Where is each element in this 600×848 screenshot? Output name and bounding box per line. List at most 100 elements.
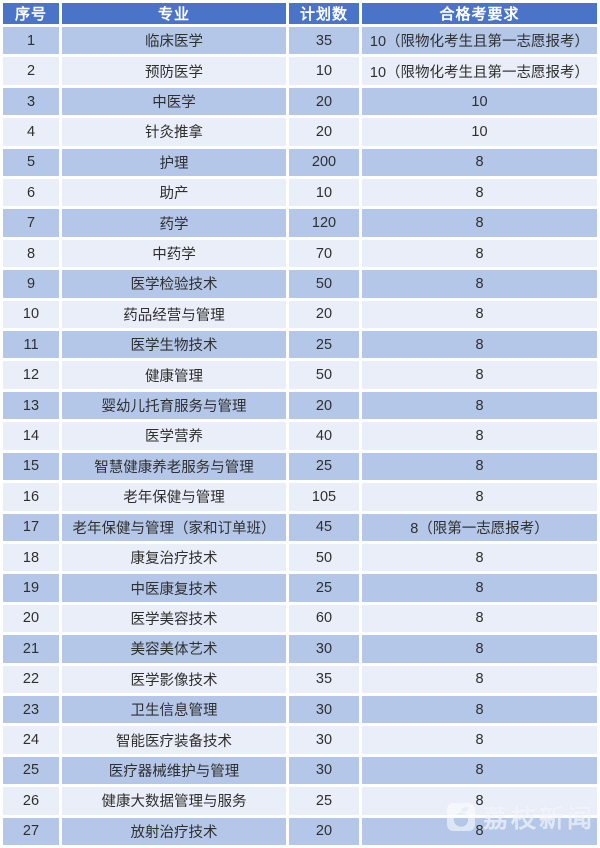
cell-requirement: 8 — [362, 270, 597, 298]
cell-requirement: 8 — [362, 695, 597, 724]
table-row: 10 药品经营与管理 20 8 — [3, 300, 597, 329]
cell-major: 老年保健与管理（家和订单班） — [62, 513, 286, 541]
cell-index: 14 — [3, 422, 59, 450]
cell-index: 4 — [3, 118, 59, 146]
cell-major: 医学检验技术 — [62, 270, 286, 298]
cell-requirement: 8 — [362, 604, 597, 633]
cell-requirement: 8 — [362, 787, 597, 815]
cell-index: 20 — [3, 604, 59, 633]
cell-major: 健康大数据管理与服务 — [62, 787, 286, 815]
cell-major: 中药学 — [62, 239, 286, 268]
table-row: 13 婴幼儿托育服务与管理 20 8 — [3, 391, 597, 420]
cell-plan-count: 35 — [289, 665, 359, 693]
cell-major: 药学 — [62, 209, 286, 237]
cell-plan-count: 35 — [289, 27, 359, 55]
cell-major: 卫生信息管理 — [62, 695, 286, 724]
cell-plan-count: 50 — [289, 270, 359, 298]
cell-requirement: 8 — [362, 452, 597, 481]
cell-plan-count: 30 — [289, 756, 359, 785]
cell-major: 中医学 — [62, 87, 286, 116]
table-row: 24 智能医疗装备技术 30 8 — [3, 726, 597, 754]
cell-requirement: 10（限物化考生且第一志愿报考） — [362, 27, 597, 55]
cell-major: 智慧健康养老服务与管理 — [62, 452, 286, 481]
cell-plan-count: 40 — [289, 422, 359, 450]
cell-index: 6 — [3, 179, 59, 207]
cell-index: 24 — [3, 726, 59, 754]
cell-index: 18 — [3, 543, 59, 572]
cell-major: 预防医学 — [62, 57, 286, 85]
cell-requirement: 8 — [362, 635, 597, 663]
cell-major: 药品经营与管理 — [62, 300, 286, 329]
cell-index: 19 — [3, 574, 59, 602]
cell-plan-count: 60 — [289, 604, 359, 633]
cell-plan-count: 50 — [289, 361, 359, 389]
cell-plan-count: 30 — [289, 635, 359, 663]
cell-requirement: 10 — [362, 87, 597, 116]
cell-requirement: 8 — [362, 483, 597, 511]
header-row: 序号 专业 计划数 合格考要求 — [3, 3, 597, 24]
column-header-major: 专业 — [62, 3, 286, 24]
cell-plan-count: 105 — [289, 483, 359, 511]
cell-index: 2 — [3, 57, 59, 85]
cell-requirement: 8 — [362, 239, 597, 268]
cell-index: 10 — [3, 300, 59, 329]
cell-plan-count: 20 — [289, 817, 359, 845]
table-row: 3 中医学 20 10 — [3, 87, 597, 116]
table-row: 5 护理 200 8 — [3, 148, 597, 177]
cell-plan-count: 30 — [289, 726, 359, 754]
cell-major: 美容美体艺术 — [62, 635, 286, 663]
cell-index: 9 — [3, 270, 59, 298]
table-row: 21 美容美体艺术 30 8 — [3, 635, 597, 663]
cell-index: 3 — [3, 87, 59, 116]
column-header-requirement: 合格考要求 — [362, 3, 597, 24]
cell-plan-count: 25 — [289, 331, 359, 359]
cell-requirement: 10 — [362, 118, 597, 146]
cell-index: 8 — [3, 239, 59, 268]
cell-index: 25 — [3, 756, 59, 785]
cell-index: 11 — [3, 331, 59, 359]
cell-plan-count: 10 — [289, 179, 359, 207]
cell-requirement: 8 — [362, 756, 597, 785]
cell-requirement: 8 — [362, 331, 597, 359]
cell-plan-count: 25 — [289, 452, 359, 481]
cell-requirement: 8 — [362, 665, 597, 693]
cell-major: 针灸推拿 — [62, 118, 286, 146]
cell-index: 17 — [3, 513, 59, 541]
cell-requirement: 8 — [362, 148, 597, 177]
cell-index: 26 — [3, 787, 59, 815]
cell-index: 22 — [3, 665, 59, 693]
cell-major: 医学营养 — [62, 422, 286, 450]
cell-requirement: 10（限物化考生且第一志愿报考） — [362, 57, 597, 85]
cell-requirement: 8 — [362, 179, 597, 207]
cell-plan-count: 200 — [289, 148, 359, 177]
cell-plan-count: 20 — [289, 391, 359, 420]
cell-major: 智能医疗装备技术 — [62, 726, 286, 754]
cell-index: 21 — [3, 635, 59, 663]
cell-major: 康复治疗技术 — [62, 543, 286, 572]
table-row: 19 中医康复技术 25 8 — [3, 574, 597, 602]
cell-plan-count: 120 — [289, 209, 359, 237]
table-row: 4 针灸推拿 20 10 — [3, 118, 597, 146]
cell-plan-count: 10 — [289, 57, 359, 85]
cell-plan-count: 45 — [289, 513, 359, 541]
table-row: 14 医学营养 40 8 — [3, 422, 597, 450]
column-header-plan-count: 计划数 — [289, 3, 359, 24]
cell-major: 护理 — [62, 148, 286, 177]
table-header: 序号 专业 计划数 合格考要求 — [3, 3, 597, 24]
cell-major: 助产 — [62, 179, 286, 207]
cell-index: 12 — [3, 361, 59, 389]
cell-plan-count: 30 — [289, 695, 359, 724]
cell-index: 27 — [3, 817, 59, 845]
cell-plan-count: 20 — [289, 87, 359, 116]
column-header-index: 序号 — [3, 3, 59, 24]
cell-major: 临床医学 — [62, 27, 286, 55]
table-row: 9 医学检验技术 50 8 — [3, 270, 597, 298]
table-row: 11 医学生物技术 25 8 — [3, 331, 597, 359]
cell-requirement: 8 — [362, 543, 597, 572]
table-row: 22 医学影像技术 35 8 — [3, 665, 597, 693]
cell-major: 婴幼儿托育服务与管理 — [62, 391, 286, 420]
cell-major: 医学美容技术 — [62, 604, 286, 633]
table-row: 16 老年保健与管理 105 8 — [3, 483, 597, 511]
